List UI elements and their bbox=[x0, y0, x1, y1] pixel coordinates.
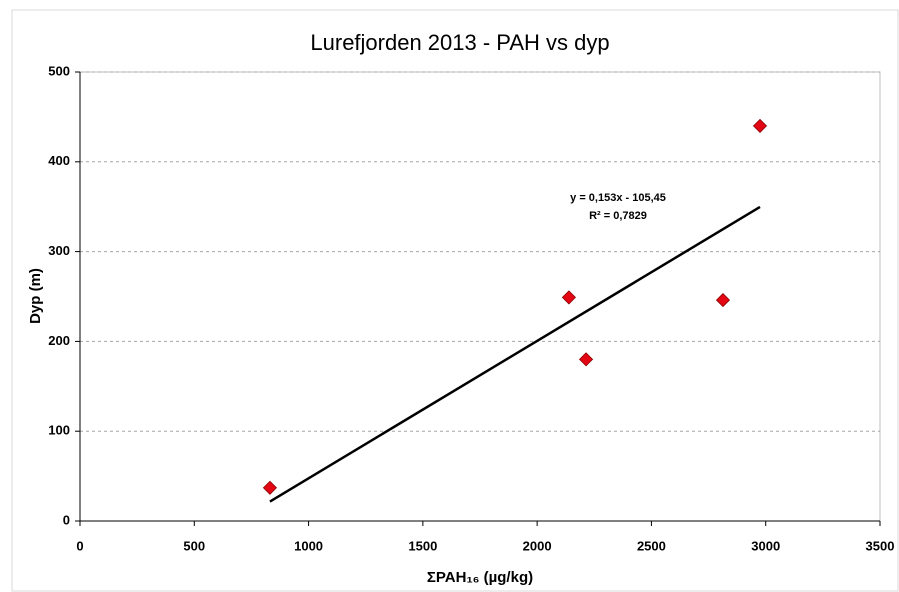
x-tick-label: 3500 bbox=[866, 538, 895, 553]
x-tick-label: 3000 bbox=[751, 538, 780, 553]
y-tick-label: 200 bbox=[48, 333, 70, 348]
chart-frame bbox=[11, 9, 899, 592]
point bbox=[752, 118, 768, 133]
trend-equation: y = 0,153x - 105,45 bbox=[570, 192, 666, 204]
x-tick-label: 2500 bbox=[637, 538, 666, 553]
x-tick-label: 0 bbox=[76, 538, 83, 553]
trendline bbox=[269, 205, 761, 503]
y-tick-label: 400 bbox=[48, 153, 70, 168]
x-tick-label: 2000 bbox=[523, 538, 552, 553]
x-axis-label: ΣPAH₁₆ (µg/kg) bbox=[427, 569, 533, 586]
y-tick-label: 0 bbox=[63, 512, 70, 527]
x-tick-label: 1000 bbox=[294, 538, 323, 553]
y-axis-label: Dyp (m) bbox=[27, 268, 44, 324]
point bbox=[262, 480, 278, 495]
point bbox=[715, 293, 731, 308]
point bbox=[561, 290, 576, 305]
y-tick-label: 500 bbox=[48, 63, 70, 78]
chart-title: Lurefjorden 2013 - PAH vs dyp bbox=[310, 30, 609, 55]
y-tick-label: 300 bbox=[48, 243, 70, 258]
x-tick-label: 1500 bbox=[408, 538, 437, 553]
x-tick-label: 500 bbox=[183, 538, 205, 553]
trend-r2: R² = 0,7829 bbox=[589, 210, 647, 222]
point bbox=[578, 352, 594, 367]
y-tick-label: 100 bbox=[48, 423, 70, 438]
